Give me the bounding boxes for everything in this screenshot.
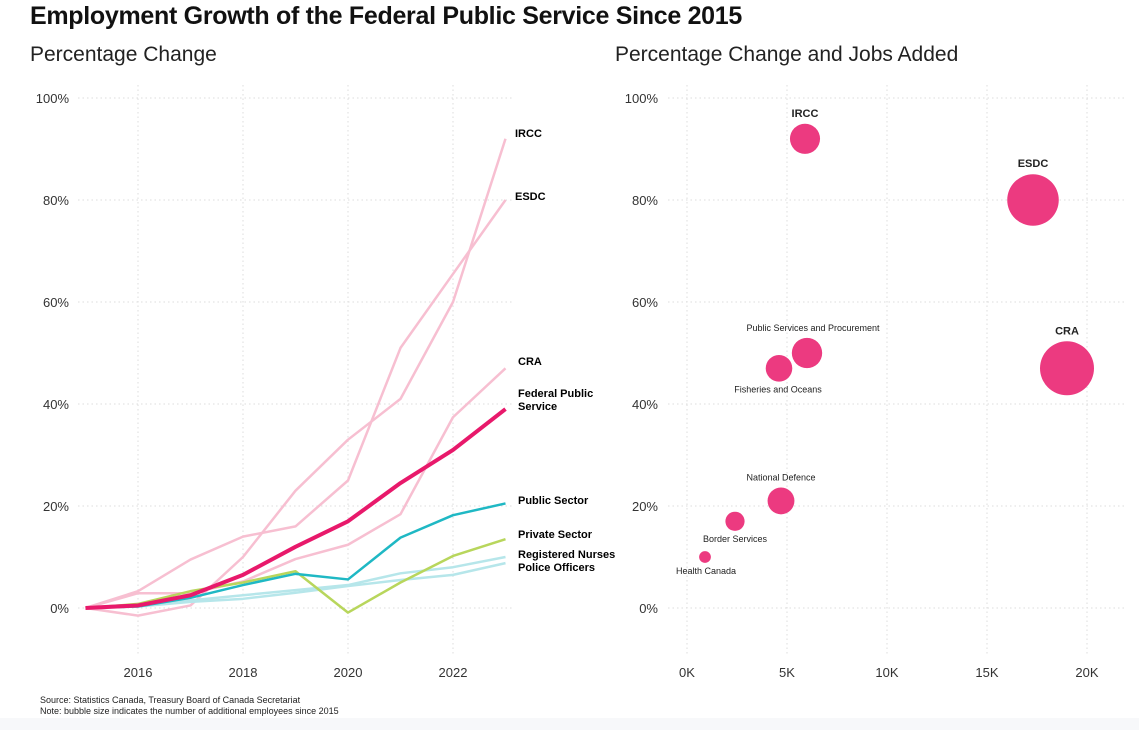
x-tick-label: 0K: [679, 665, 695, 680]
x-tick-label: 20K: [1075, 665, 1098, 680]
bubble-esdc: [1007, 174, 1059, 226]
series-line-police-officers: [85, 561, 506, 610]
series-line-private-sector: [85, 537, 506, 614]
bottom-strip: [0, 718, 1139, 730]
bubble-fisheries-and-oceans: [765, 355, 793, 382]
x-tick-label: 2016: [124, 665, 153, 680]
series-line-federal-public-service: [85, 407, 507, 610]
x-tick-label: 2022: [439, 665, 468, 680]
bubble-national-defence: [767, 487, 795, 515]
y-tick-label: 80%: [632, 193, 658, 208]
series-line-cra: [85, 367, 507, 610]
bubble-health-canada: [699, 551, 711, 563]
x-tick-label: 2018: [229, 665, 258, 680]
page-title: Employment Growth of the Federal Public …: [30, 2, 742, 30]
bubble-label: IRCC: [792, 108, 819, 120]
series-label: Police Officers: [518, 562, 595, 574]
y-tick-label: 40%: [43, 397, 69, 412]
series-label: IRCC: [515, 128, 542, 140]
bubble-label: ESDC: [1018, 158, 1049, 170]
series-label: Federal Public: [518, 388, 593, 400]
y-tick-label: 20%: [632, 499, 658, 514]
bubble-label: National Defence: [746, 472, 815, 482]
series-line-ircc: [85, 138, 507, 617]
series-label: Public Sector: [518, 495, 589, 507]
bubble-border-services: [725, 511, 745, 531]
y-tick-label: 0%: [50, 601, 69, 616]
series-label: Private Sector: [518, 529, 593, 541]
left-chart-title: Percentage Change: [30, 43, 217, 66]
bubble-ircc: [789, 123, 821, 154]
series-line-esdc: [85, 199, 507, 610]
bubble-public-services-and-procurement: [791, 337, 823, 369]
series-label: Registered Nurses: [518, 549, 615, 561]
y-tick-label: 40%: [632, 397, 658, 412]
y-tick-label: 100%: [625, 91, 659, 106]
bubble-cra: [1040, 341, 1094, 396]
y-tick-label: 60%: [43, 295, 69, 310]
series-label: CRA: [518, 356, 542, 368]
source-note: Source: Statistics Canada, Treasury Boar…: [40, 695, 301, 705]
x-tick-label: 10K: [875, 665, 898, 680]
x-tick-label: 15K: [975, 665, 998, 680]
bubble-label: CRA: [1055, 325, 1079, 337]
bubble-label: Public Services and Procurement: [746, 323, 880, 333]
bubble-label: Border Services: [703, 534, 768, 544]
x-tick-label: 5K: [779, 665, 795, 680]
y-tick-label: 0%: [639, 601, 658, 616]
y-tick-label: 100%: [36, 91, 70, 106]
y-tick-label: 20%: [43, 499, 69, 514]
right-chart-title: Percentage Change and Jobs Added: [615, 43, 959, 66]
series-label: ESDC: [515, 191, 546, 203]
bubble-label: Fisheries and Oceans: [734, 385, 822, 395]
bubble-label: Health Canada: [676, 566, 736, 576]
bubble-note: Note: bubble size indicates the number o…: [40, 706, 339, 716]
y-tick-label: 80%: [43, 193, 69, 208]
y-tick-label: 60%: [632, 295, 658, 310]
series-label: Service: [518, 401, 557, 413]
x-tick-label: 2020: [334, 665, 363, 680]
